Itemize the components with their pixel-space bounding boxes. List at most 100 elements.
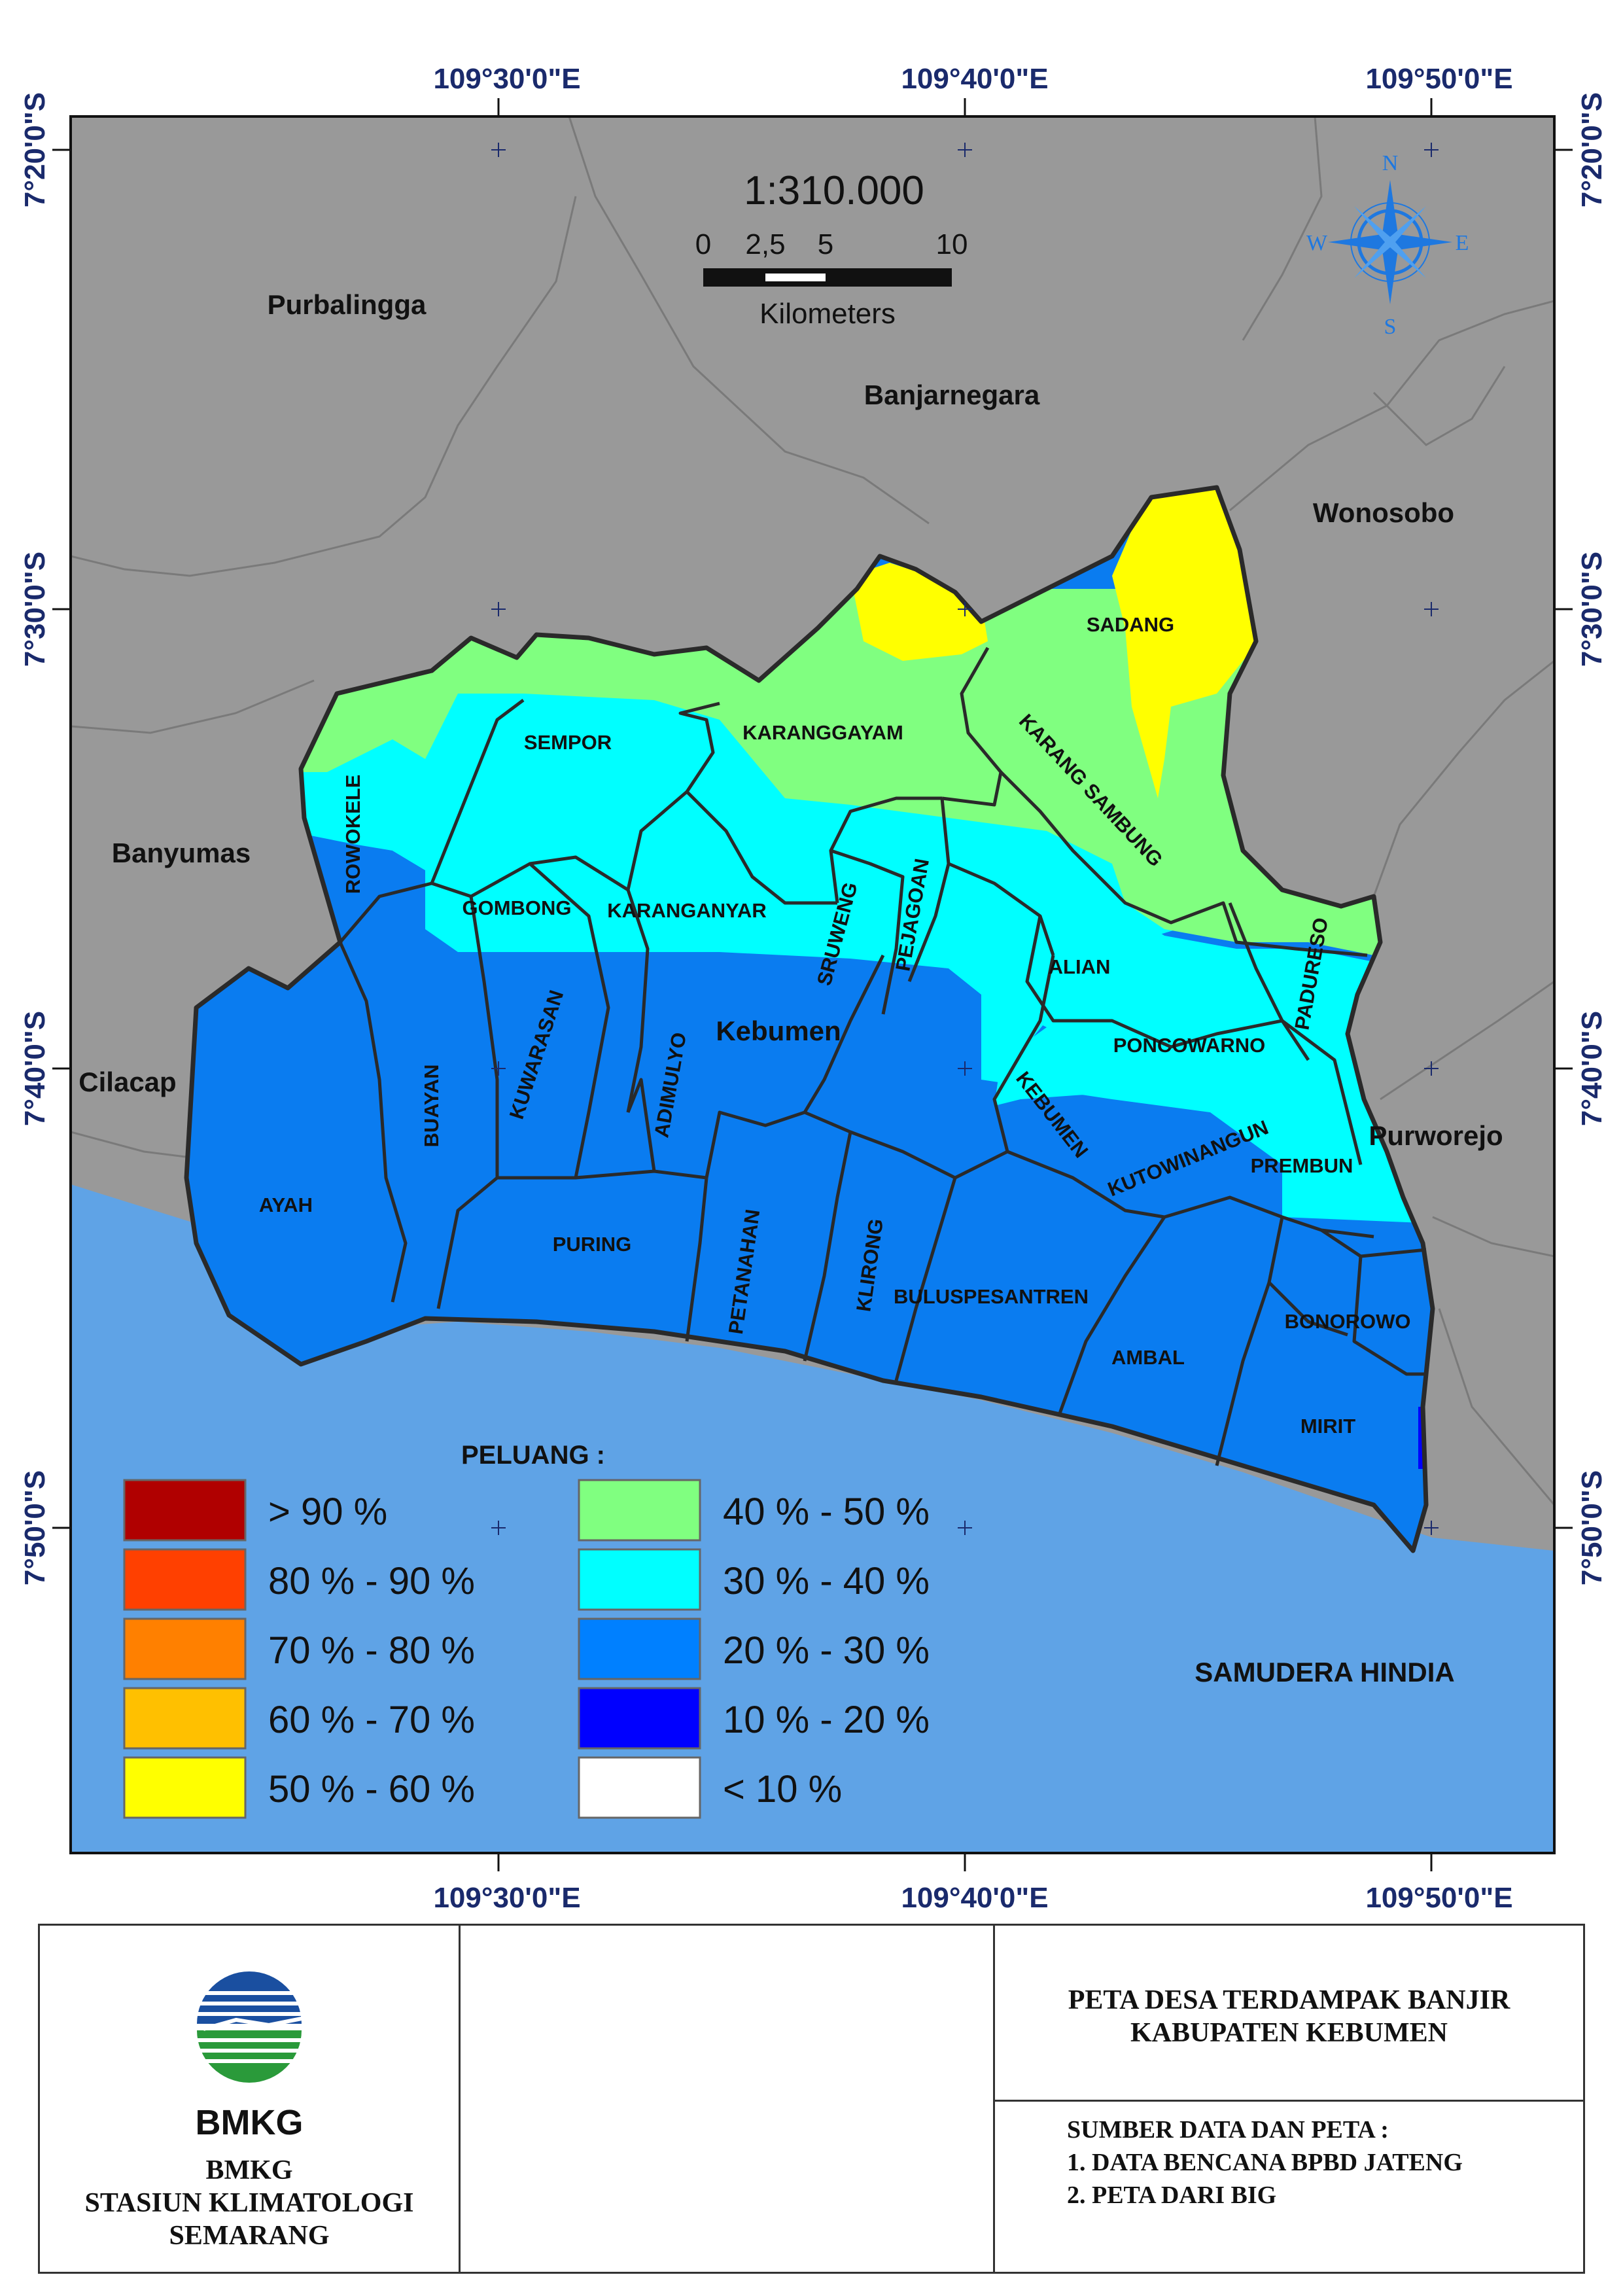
district-sadang: SADANG (1087, 613, 1174, 636)
legend-label: 80 % - 90 % (268, 1560, 475, 1602)
coord-left-3: 7°40'0"S (19, 1011, 51, 1126)
label-wonosobo: Wonosobo (1313, 497, 1454, 528)
map-frame (71, 116, 1554, 1853)
legend-label: 40 % - 50 % (723, 1491, 930, 1533)
footer-title-panel: PETA DESA TERDAMPAK BANJIR KABUPATEN KEB… (993, 1924, 1585, 2274)
compass-e: E (1456, 231, 1469, 255)
legend-label: 60 % - 70 % (268, 1699, 475, 1741)
legend-label: 10 % - 20 % (723, 1699, 930, 1741)
district-boundaries (186, 487, 1433, 1551)
kebumen-regency (186, 484, 1439, 1551)
legend-swatch (578, 1756, 701, 1819)
district-ayah: AYAH (259, 1193, 313, 1216)
scale-bar: 1:310.000 0 2,5 5 10 Kilometers (695, 168, 968, 330)
label-ocean: SAMUDERA HINDIA (1195, 1657, 1454, 1687)
district-bonorowo: BONOROWO (1285, 1310, 1411, 1333)
zone-green-40-50 (196, 589, 1433, 955)
district-puring: PURING (553, 1233, 632, 1256)
org-line-3: SEMARANG (169, 2221, 330, 2251)
footer-divider (995, 2100, 1583, 2102)
regency-boundaries (71, 116, 1554, 1506)
coord-left-1: 7°20'0"S (19, 92, 51, 207)
district-prembun: PREMBUN (1251, 1154, 1353, 1177)
footer-middle-panel (459, 1924, 995, 2274)
coordinates-right: 7°20'0"S 7°30'0"S 7°40'0"S 7°50'0"S (1576, 92, 1608, 1585)
source-title: SUMBER DATA DAN PETA : (1067, 2116, 1389, 2144)
district-buayan: BUAYAN (420, 1065, 443, 1148)
coord-right-3: 7°40'0"S (1576, 1011, 1608, 1126)
legend-swatch (123, 1687, 247, 1750)
coordinates-bottom: 109°30'0"E 109°40'0"E 109°50'0"E (433, 1882, 1512, 1914)
zone-yellow-50-60 (850, 563, 988, 661)
legend-label: 50 % - 60 % (268, 1768, 475, 1810)
legend-swatch (123, 1479, 247, 1542)
coord-bottom-3: 109°50'0"E (1365, 1882, 1512, 1914)
grid-crosses (491, 143, 1439, 1535)
label-purbalingga: Purbalingga (268, 289, 427, 320)
legend-swatch (578, 1548, 701, 1611)
label-kebumen-regency: Kebumen (716, 1016, 841, 1046)
bmkg-logo-icon (192, 1971, 307, 2083)
coord-right-2: 7°30'0"S (1576, 552, 1608, 667)
scale-tick-1: 2,5 (745, 228, 785, 260)
label-banyumas: Banyumas (112, 838, 251, 868)
district-ambal: AMBAL (1111, 1346, 1185, 1369)
coord-top-2: 109°40'0"E (901, 63, 1048, 95)
region-labels: Purbalingga Banjarnegara Wonosobo Banyum… (79, 289, 1503, 1687)
map-border (69, 115, 1556, 1854)
coord-top-1: 109°30'0"E (433, 63, 580, 95)
coordinates-top: 109°30'0"E 109°40'0"E 109°50'0"E (433, 63, 1512, 95)
frame-ticks (52, 98, 1573, 1871)
source-item-2: 2. PETA DARI BIG (1067, 2181, 1277, 2209)
district-rowokele: ROWOKELE (341, 775, 364, 894)
legend-swatch (578, 1687, 701, 1750)
coord-bottom-2: 109°40'0"E (901, 1882, 1048, 1914)
legend: PELUANG : > 90 % 80 % - 90 % 70 % - 80 % 60… (123, 1441, 930, 1819)
label-purworejo: Purworejo (1369, 1120, 1503, 1151)
legend-label: > 90 % (268, 1491, 387, 1533)
legend-swatch (578, 1479, 701, 1542)
district-poncowarno: PONCOWARNO (1113, 1034, 1266, 1057)
legend-swatch (578, 1617, 701, 1680)
legend-swatch (123, 1756, 247, 1819)
compass-w: W (1306, 231, 1328, 255)
footer-logo-panel: BMKG BMKG STASIUN KLIMATOLOGI SEMARANG (38, 1924, 461, 2274)
legend-label: 30 % - 40 % (723, 1560, 930, 1602)
scale-tick-0: 0 (695, 228, 711, 260)
legend-label: 70 % - 80 % (268, 1629, 475, 1672)
district-alian: ALIAN (1049, 955, 1111, 978)
compass-n: N (1382, 151, 1399, 175)
district-karanggayam: KARANGGAYAM (742, 721, 903, 744)
coord-left-2: 7°30'0"S (19, 552, 51, 667)
legend-swatch (123, 1548, 247, 1611)
label-banjarnegara: Banjarnegara (864, 380, 1040, 410)
map-title-line-1: PETA DESA TERDAMPAK BANJIR (1068, 1985, 1510, 2015)
district-karanganyar: KARANGANYAR (607, 899, 766, 922)
legend-title: PELUANG : (461, 1441, 605, 1470)
district-sempor: SEMPOR (524, 731, 612, 754)
source-item-1: 1. DATA BENCANA BPBD JATENG (1067, 2149, 1463, 2176)
ocean-area (71, 1184, 1554, 1853)
org-line-1: BMKG (205, 2155, 293, 2185)
scale-ratio: 1:310.000 (744, 168, 924, 213)
coordinates-left: 7°20'0"S 7°30'0"S 7°40'0"S 7°50'0"S (19, 92, 51, 1585)
scale-tick-3: 10 (936, 228, 968, 260)
coord-right-4: 7°50'0"S (1576, 1470, 1608, 1585)
label-cilacap: Cilacap (79, 1067, 176, 1097)
compass-icon: N S E W (1306, 151, 1469, 339)
zone-yellow-50-60-sadang (1112, 487, 1269, 798)
coord-bottom-1: 109°30'0"E (433, 1882, 580, 1914)
coord-top-3: 109°50'0"E (1365, 63, 1512, 95)
district-gombong: GOMBONG (462, 896, 571, 919)
zone-cyan-30-40-b (196, 700, 1433, 1217)
legend-label: 20 % - 30 % (723, 1629, 930, 1672)
coord-right-1: 7°20'0"S (1576, 92, 1608, 207)
logo-wordmark: BMKG (195, 2103, 304, 2142)
org-line-2: STASIUN KLIMATOLOGI (84, 2188, 414, 2218)
map-title-line-2: KABUPATEN KEBUMEN (1130, 2018, 1448, 2048)
district-buluspesantren: BULUSPESANTREN (894, 1285, 1089, 1308)
legend-label: < 10 % (723, 1768, 842, 1810)
district-mirit: MIRIT (1300, 1415, 1355, 1438)
compass-s: S (1384, 315, 1397, 339)
scale-unit: Kilometers (759, 298, 896, 330)
